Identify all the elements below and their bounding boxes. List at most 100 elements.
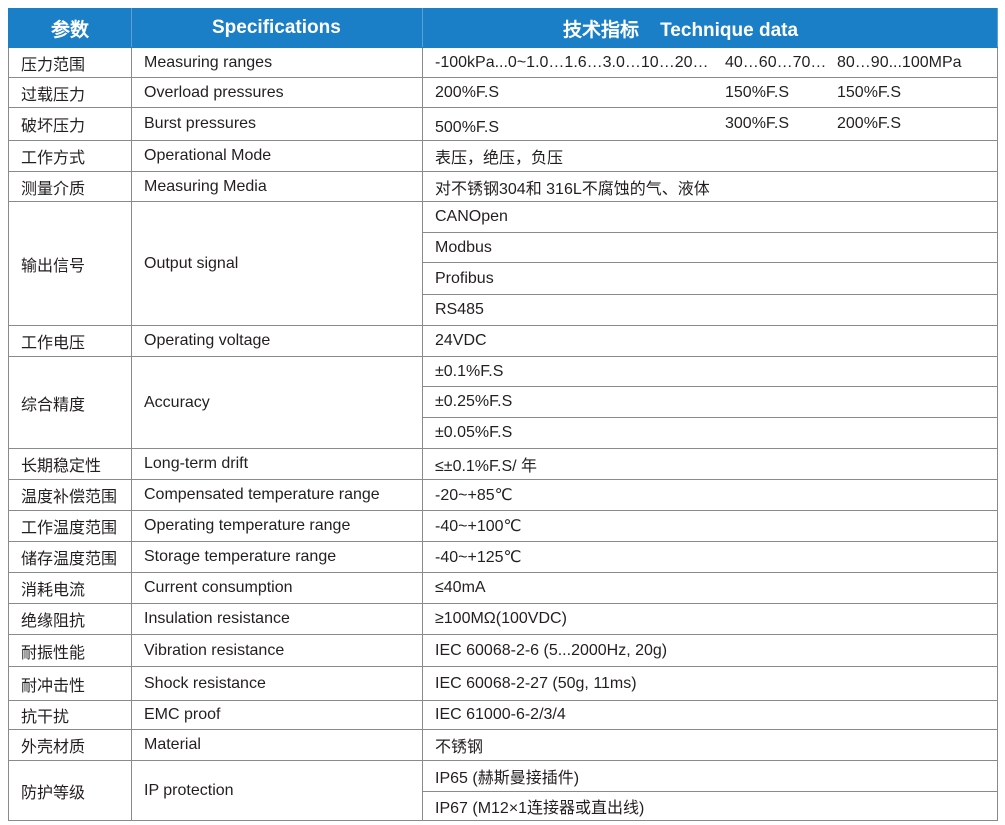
param-cn: 防护等级 [8, 760, 132, 821]
value-cell: IEC 60068-2-6 (5...2000Hz, 20g) [422, 634, 998, 667]
value-cell: ≥100MΩ(100VDC) [422, 603, 998, 635]
value-cell: IEC 60068-2-27 (50g, 11ms) [422, 666, 998, 701]
table-row: 破坏压力 Burst pressures 500%F.S 300%F.S 200%F.S [8, 107, 998, 141]
param-en: Shock resistance [131, 666, 423, 701]
value-cell: IP67 (M12×1连接器或直出线) [422, 791, 998, 821]
param-cn: 温度补偿范围 [8, 479, 132, 511]
table-row: 测量介质 Measuring Media 对不锈钢304和 316L不腐蚀的气、液体 [8, 171, 998, 202]
param-cn: 储存温度范围 [8, 541, 132, 573]
table-row: 抗干扰 EMC proof IEC 61000-6-2/3/4 [8, 700, 998, 730]
table-row: Modbus [9, 232, 998, 263]
param-en: Operating temperature range [131, 510, 423, 542]
param-en: Vibration resistance [131, 634, 423, 667]
param-en: Storage temperature range [131, 541, 423, 573]
value-part: 200%F.S [435, 83, 500, 101]
param-cn: 测量介质 [8, 171, 132, 202]
value-cell: Profibus [422, 262, 998, 295]
spec-table: 参数 Specifications 技术指标 Technique data 压力… [8, 8, 998, 821]
param-cn: 绝缘阻抗 [8, 603, 132, 635]
param-en: Operational Mode [131, 140, 423, 172]
value-cell: 24VDC [422, 325, 998, 357]
value-cell: 200%F.S 150%F.S 150%F.S [422, 77, 998, 108]
table-row: 输出信号 Output signal CANOpen [8, 201, 998, 326]
table-row: IP67 (M12×1连接器或直出线) [9, 791, 998, 821]
param-cn: 耐冲击性 [8, 666, 132, 701]
value-part: 200%F.S [837, 115, 902, 132]
value-cell: ≤40mA [422, 572, 998, 604]
param-cn: 抗干扰 [8, 700, 132, 730]
param-en: EMC proof [131, 700, 423, 730]
value-cell: 对不锈钢304和 316L不腐蚀的气、液体 [422, 171, 998, 202]
param-cn: 消耗电流 [8, 572, 132, 604]
table-row: 外壳材质 Material 不锈钢 [8, 729, 998, 761]
value-part: 150%F.S [837, 83, 902, 101]
table-row: 工作温度范围 Operating temperature range -40~+10… [8, 510, 998, 542]
table-row: 消耗电流 Current consumption ≤40mA [8, 572, 998, 604]
table-row: 耐振性能 Vibration resistance IEC 60068-2-6 (5… [8, 634, 998, 667]
value-cell: ±0.1%F.S [422, 356, 998, 387]
value-part: 300%F.S [725, 115, 790, 132]
header-tech: 技术指标 Technique data [422, 8, 998, 48]
param-en: Material [131, 729, 423, 761]
value-part: 40…60…70… [725, 53, 827, 71]
value-cell: 不锈钢 [422, 729, 998, 761]
value-part: -100kPa...0~1.0…1.6…3.0…10…20… [435, 53, 709, 71]
param-cn: 外壳材质 [8, 729, 132, 761]
header-spec: Specifications [131, 8, 423, 48]
param-cn: 工作温度范围 [8, 510, 132, 542]
value-cell: Modbus [422, 232, 998, 263]
value-cell: -40~+100℃ [422, 510, 998, 542]
param-en: Overload pressures [131, 77, 423, 108]
value-cell: -40~+125℃ [422, 541, 998, 573]
table-row: 过载压力 Overload pressures 200%F.S 150%F.S 150%… [8, 77, 998, 108]
value-cell: 表压，绝压，负压 [422, 140, 998, 172]
param-cn: 过载压力 [8, 77, 132, 108]
value-cell: CANOpen [422, 201, 998, 233]
value-cell: ±0.25%F.S [422, 386, 998, 418]
value-cell: IP65 (赫斯曼接插件) [422, 760, 998, 792]
param-en: Output signal [131, 201, 423, 326]
value-cell: -100kPa...0~1.0…1.6…3.0…10…20… 40…60…70… 8… [422, 47, 998, 78]
param-en: Compensated temperature range [131, 479, 423, 511]
value-part: 80…90...100MPa [837, 53, 962, 71]
param-en: Insulation resistance [131, 603, 423, 635]
value-part: 150%F.S [725, 83, 790, 101]
value-cell: RS485 [422, 294, 998, 326]
value-cell: ≤±0.1%F.S/ 年 [422, 448, 998, 480]
table-row: 工作方式 Operational Mode 表压，绝压，负压 [8, 140, 998, 172]
param-cn: 长期稳定性 [8, 448, 132, 480]
param-en: IP protection [131, 760, 423, 821]
param-cn: 综合精度 [8, 356, 132, 449]
param-en: Operating voltage [131, 325, 423, 357]
table-row: 长期稳定性 Long-term drift ≤±0.1%F.S/ 年 [8, 448, 998, 480]
table-row: 耐冲击性 Shock resistance IEC 60068-2-27 (50g,… [8, 666, 998, 701]
value-cell: 500%F.S 300%F.S 200%F.S [422, 107, 998, 141]
value-cell: -20~+85℃ [422, 479, 998, 511]
param-en: Current consumption [131, 572, 423, 604]
param-cn: 工作电压 [8, 325, 132, 357]
table-row: 温度补偿范围 Compensated temperature range -20~+… [8, 479, 998, 511]
value-cell: IEC 61000-6-2/3/4 [422, 700, 998, 730]
param-en: Measuring Media [131, 171, 423, 202]
param-en: Burst pressures [131, 107, 423, 141]
param-cn: 工作方式 [8, 140, 132, 172]
table-row: 防护等级 IP protection IP65 (赫斯曼接插件) [8, 760, 998, 821]
table-row: 压力范围 Measuring ranges -100kPa...0~1.0…1.6…… [8, 47, 998, 78]
table-row: Profibus [9, 262, 998, 295]
table-header-row: 参数 Specifications 技术指标 Technique data [8, 8, 998, 48]
param-cn: 压力范围 [8, 47, 132, 78]
param-cn: 破坏压力 [8, 107, 132, 141]
table-row: 综合精度 Accuracy ±0.1%F.S [8, 356, 998, 449]
param-en: Measuring ranges [131, 47, 423, 78]
param-cn: 耐振性能 [8, 634, 132, 667]
value-cell: ±0.05%F.S [422, 417, 998, 449]
table-row: 工作电压 Operating voltage 24VDC [8, 325, 998, 357]
header-param: 参数 [8, 8, 132, 48]
param-en: Accuracy [131, 356, 423, 449]
table-row: ±0.25%F.S [9, 386, 998, 418]
table-row: 绝缘阻抗 Insulation resistance ≥100MΩ(100VDC) [8, 603, 998, 635]
value-part: 500%F.S [435, 118, 500, 136]
table-row: 储存温度范围 Storage temperature range -40~+125℃ [8, 541, 998, 573]
param-en: Long-term drift [131, 448, 423, 480]
param-cn: 输出信号 [8, 201, 132, 326]
